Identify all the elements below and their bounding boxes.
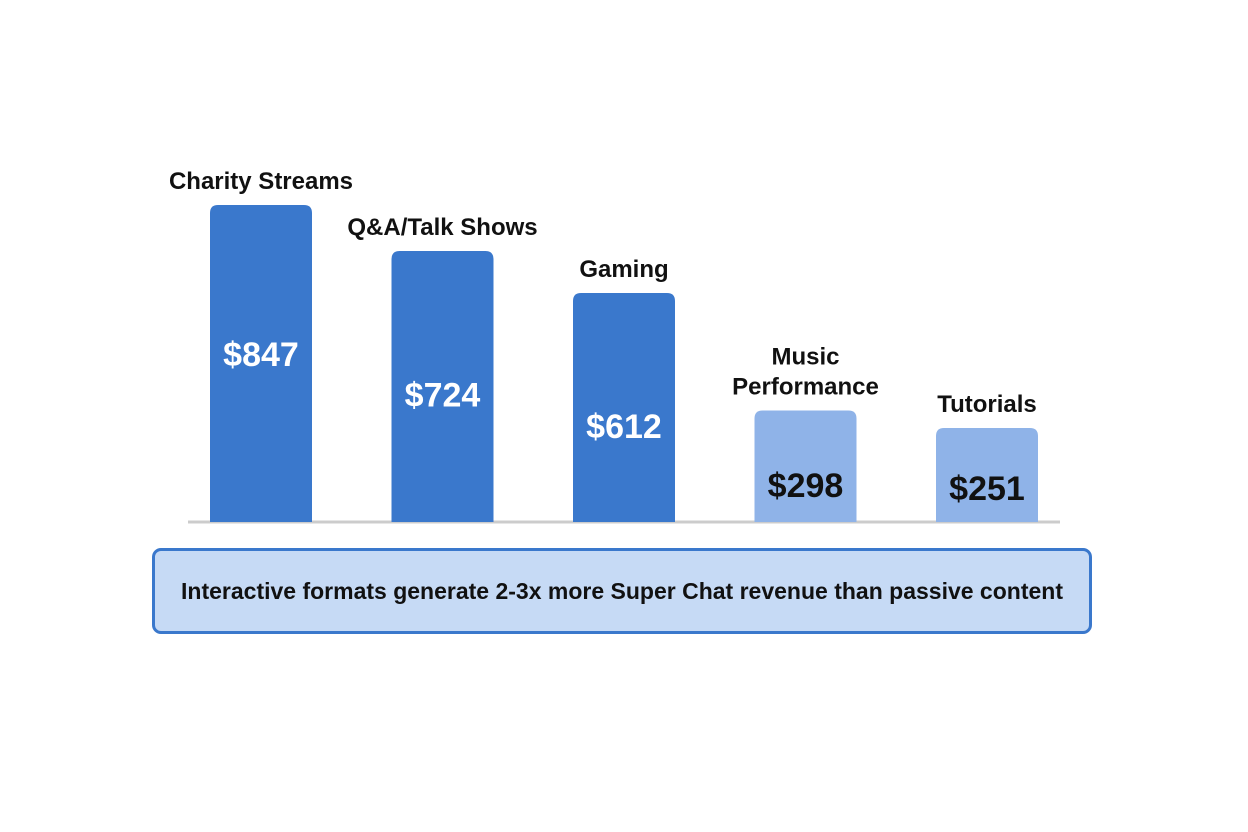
bar-chart: $847 Charity Streams $724 Q&A/Talk Shows $61… bbox=[169, 168, 1060, 524]
insight-callout: Interactive formats generate 2-3x more S… bbox=[152, 548, 1092, 634]
category-label-tutorials: Tutorials bbox=[937, 391, 1037, 418]
value-label-charity-streams: $847 bbox=[223, 336, 299, 374]
category-label-music-performance-line-2: Performance bbox=[732, 373, 879, 400]
category-label-gaming: Gaming bbox=[579, 256, 668, 283]
bar-tutorials bbox=[936, 428, 1038, 522]
insight-callout-text: Interactive formats generate 2-3x more S… bbox=[181, 577, 1063, 604]
value-label-music-performance: $298 bbox=[768, 467, 844, 505]
category-label-q-a-talk-shows: Q&A/Talk Shows bbox=[347, 214, 537, 241]
bars-layer: $847 Charity Streams $724 Q&A/Talk Shows $61… bbox=[169, 168, 1038, 522]
category-label-music-performance-line-1: Music bbox=[771, 343, 839, 370]
bar-gaming bbox=[573, 292, 675, 522]
value-label-gaming: $612 bbox=[586, 408, 662, 446]
category-label-charity-streams: Charity Streams bbox=[169, 168, 353, 195]
bar-music-performance bbox=[754, 410, 857, 522]
value-label-q-a-talk-shows: $724 bbox=[405, 377, 481, 415]
value-label-tutorials: $251 bbox=[949, 470, 1025, 508]
bar-q-a-talk-shows bbox=[391, 251, 494, 522]
bar-charity-streams bbox=[210, 205, 312, 522]
